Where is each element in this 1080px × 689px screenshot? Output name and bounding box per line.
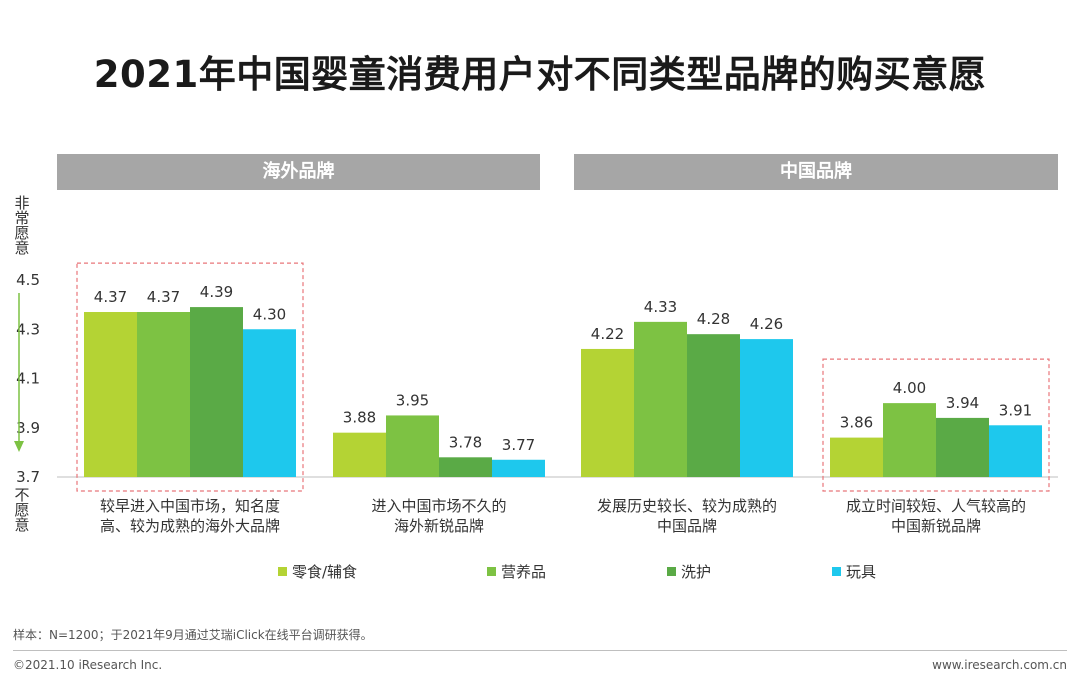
- category-label: 中国品牌: [657, 517, 717, 535]
- legend-swatch: [487, 567, 496, 576]
- highlight-box: [76, 262, 304, 492]
- legend-item: 洗护: [667, 561, 711, 582]
- legend-item: 玩具: [832, 561, 876, 582]
- data-label: 3.78: [449, 433, 482, 451]
- category-label: 海外新锐品牌: [394, 517, 484, 535]
- bar: [492, 459, 545, 477]
- data-label: 3.95: [396, 391, 429, 409]
- category-label: 成立时间较短、人气较高的: [846, 497, 1026, 515]
- bar: [84, 312, 137, 477]
- data-label: 4.37: [147, 288, 180, 306]
- bar: [634, 321, 687, 477]
- group-header-china: 中国品牌: [574, 154, 1058, 190]
- data-label: 3.94: [946, 394, 979, 412]
- y-tick-label: 3.9: [16, 419, 40, 437]
- category-label: 中国新锐品牌: [891, 517, 981, 535]
- data-label: 4.22: [591, 325, 624, 343]
- group-header-overseas-label: 海外品牌: [262, 161, 335, 182]
- bar: [883, 403, 936, 477]
- copyright: ©2021.10 iResearch Inc.: [13, 658, 163, 672]
- bar: [439, 457, 492, 477]
- category-label: 高、较为成熟的海外大品牌: [100, 517, 280, 535]
- y-tick-label: 4.1: [16, 370, 40, 388]
- y-axis-top-label: 非常愿意: [14, 194, 30, 257]
- bar: [687, 334, 740, 477]
- bar: [137, 312, 190, 477]
- legend-label: 零食/辅食: [292, 563, 358, 581]
- legend-label: 玩具: [846, 563, 877, 581]
- data-label: 3.86: [840, 414, 873, 432]
- group-header-overseas: 海外品牌: [57, 154, 540, 190]
- category-label: 发展历史较长、较为成熟的: [597, 497, 777, 515]
- legend-swatch: [832, 567, 841, 576]
- bar: [581, 348, 634, 477]
- y-tick-label: 4.3: [16, 320, 40, 338]
- chart-title: 2021年中国婴童消费用户对不同类型品牌的购买意愿: [93, 53, 987, 96]
- data-label: 4.30: [253, 305, 286, 323]
- y-axis-arrow-head: [14, 441, 24, 452]
- sample-note: 样本：N=1200；于2021年9月通过艾瑞iClick在线平台调研获得。: [13, 628, 373, 642]
- bar: [936, 417, 989, 477]
- legend-item: 零食/辅食: [278, 561, 357, 582]
- legend-swatch: [667, 567, 676, 576]
- y-tick-label: 3.7: [16, 468, 40, 486]
- legend-item: 营养品: [487, 561, 546, 582]
- bar-chart: 4.5 4.3 4.1 3.9 3.7 4.37 3.88 4.22 3.86 4.37 3.95 4…: [14, 262, 1058, 535]
- category-label: 进入中国市场不久的: [371, 497, 506, 515]
- group-header-china-label: 中国品牌: [780, 161, 852, 182]
- data-label: 4.26: [750, 315, 783, 333]
- bar: [740, 339, 793, 477]
- legend: 零食/辅食 营养品 洗护 玩具: [0, 561, 1080, 585]
- legend-label: 营养品: [501, 563, 547, 581]
- bar: [190, 307, 243, 477]
- legend-label: 洗护: [681, 563, 712, 581]
- data-label: 4.33: [644, 298, 677, 316]
- bar: [333, 432, 386, 477]
- y-tick-label: 4.5: [16, 271, 40, 289]
- website-url: www.iresearch.com.cn: [932, 658, 1067, 672]
- highlight-box: [822, 358, 1050, 492]
- data-label: 4.37: [94, 288, 127, 306]
- data-label: 4.28: [697, 310, 730, 328]
- data-label: 3.88: [343, 409, 376, 427]
- bar: [386, 415, 439, 477]
- data-label: 4.39: [200, 283, 233, 301]
- bar: [243, 329, 296, 477]
- bar: [830, 437, 883, 477]
- data-label: 4.00: [893, 379, 926, 397]
- category-label: 较早进入中国市场，知名度: [100, 497, 280, 515]
- data-label: 3.77: [502, 436, 535, 454]
- bar: [989, 425, 1042, 477]
- legend-swatch: [278, 567, 287, 576]
- footer-divider: [13, 650, 1067, 651]
- data-label: 3.91: [999, 401, 1032, 419]
- y-axis-bottom-label: 不愿意: [14, 486, 30, 534]
